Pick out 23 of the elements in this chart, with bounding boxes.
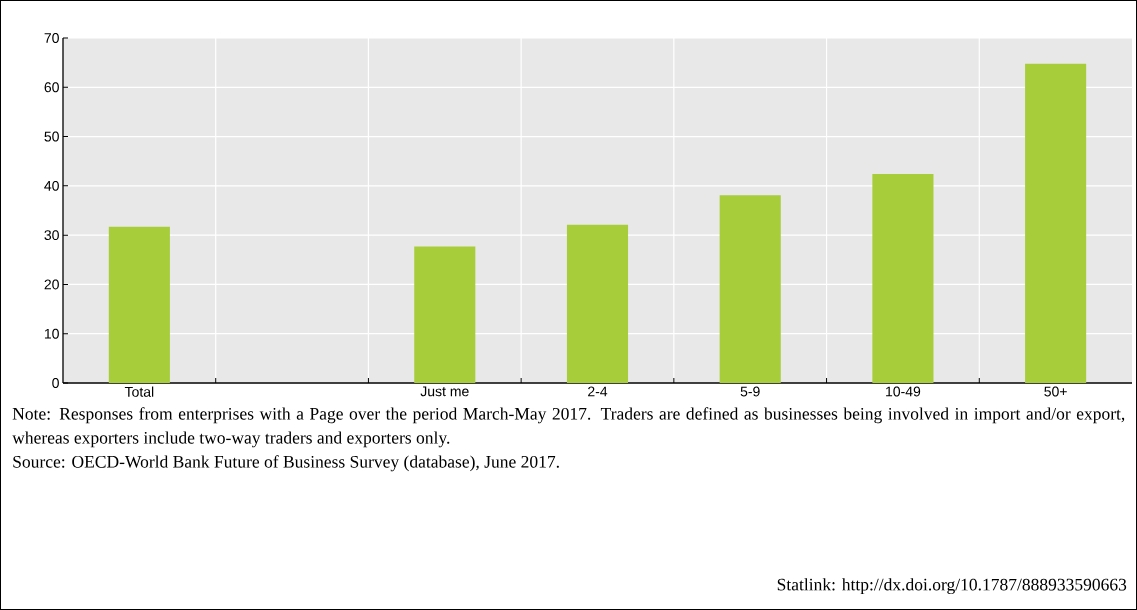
y-tick-label: 10 bbox=[44, 328, 59, 339]
bar bbox=[566, 224, 629, 383]
y-tick-label: 40 bbox=[44, 180, 59, 191]
y-tick-label: 50 bbox=[44, 131, 59, 142]
y-tick-label: 30 bbox=[44, 230, 59, 241]
text: Note: Responses from enterprises with a Page over the period March-May 2017. Traders are defined as businesses being involved in import and/or export, whereas exporters include two-way traders and exporters only. bbox=[12, 407, 1125, 448]
x-tick-label: Just me bbox=[420, 386, 469, 397]
y-tick-label: 20 bbox=[44, 279, 59, 290]
y-tick-label: 70 bbox=[44, 33, 59, 43]
bar bbox=[719, 195, 781, 383]
bar bbox=[414, 246, 476, 383]
x-tick-label: 10-49 bbox=[886, 386, 921, 397]
source-note: Source: OECD-World Bank Future of Business Survey (database), June 2017. bbox=[13, 455, 559, 472]
text: Statlink: http://dx.doi.org/10.1787/888933590663 bbox=[777, 578, 1127, 595]
x-tick-label: 5-9 bbox=[740, 386, 760, 397]
bar bbox=[108, 226, 170, 383]
bar bbox=[1025, 63, 1087, 383]
x-tick-label: 2-4 bbox=[588, 386, 608, 397]
y-tick-label: 0 bbox=[52, 378, 59, 388]
y-tick-label: 60 bbox=[44, 82, 59, 93]
x-tick-label: 50+ bbox=[1044, 386, 1067, 397]
bar bbox=[872, 174, 934, 383]
x-tick-label: Total bbox=[124, 386, 154, 397]
